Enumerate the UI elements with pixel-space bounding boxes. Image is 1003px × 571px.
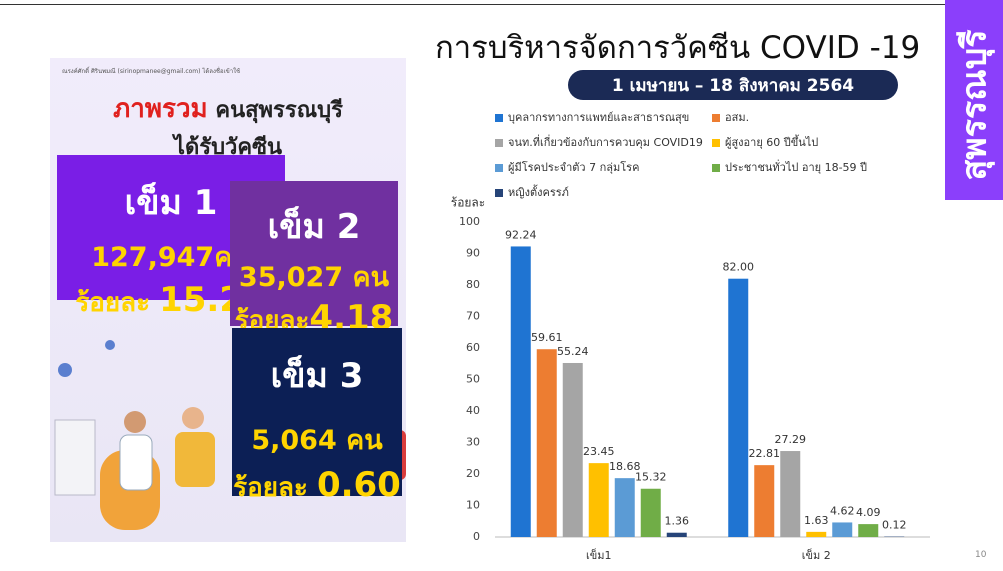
bar — [780, 451, 801, 537]
doctor-body — [119, 434, 153, 491]
legend-swatch — [712, 164, 720, 172]
x-tick-label: เข็ม 2 — [802, 548, 831, 562]
unit: คน — [352, 262, 390, 293]
bar — [728, 278, 749, 537]
person-head — [182, 407, 204, 429]
legend-label: หญิงตั้งครรภ์ — [508, 184, 569, 199]
count: 5,064 — [251, 425, 337, 456]
dose-label: เข็ม 2 — [267, 207, 361, 247]
value-label: 1.63 — [804, 514, 829, 527]
dose-3-box: เข็ม 3 5,064 คน ร้อยละ 0.60 — [232, 328, 402, 505]
page-number: 10 — [975, 550, 987, 560]
top-rule — [0, 4, 1003, 5]
legend-label: จนท.ที่เกี่ยวข้องกับการควบคุม COVID19 — [508, 134, 703, 149]
percent-label: ร้อยละ — [233, 473, 308, 503]
legend-swatch — [495, 164, 503, 172]
person-head — [124, 411, 146, 433]
bar — [510, 246, 531, 537]
virus-icon — [58, 363, 72, 377]
credit: ณรงค์ศักดิ์ ศิรินพมณี (sirinopmanee@gmai… — [62, 68, 241, 75]
legend-label: บุคลากรทางการแพทย์และสาธารณสุข — [508, 111, 689, 124]
y-axis-label: ร้อยละ — [451, 196, 485, 210]
value-label: 55.24 — [557, 345, 589, 358]
y-tick-label: 20 — [466, 467, 480, 480]
bar — [588, 463, 609, 537]
overview-title: คนสุพรรณบุรี — [215, 98, 343, 123]
cabinet — [54, 419, 96, 496]
y-tick-label: 40 — [466, 404, 480, 417]
dose-percent: ร้อยละ 0.60 — [232, 465, 402, 508]
virus-icon — [105, 340, 115, 350]
legend-swatch — [712, 139, 720, 147]
value-label: 1.36 — [665, 515, 690, 528]
value-label: 15.32 — [635, 471, 667, 484]
bar — [666, 532, 687, 537]
dose-label: เข็ม 3 — [270, 356, 364, 396]
legend-label: ผู้สูงอายุ 60 ปีขึ้นไป — [725, 134, 818, 149]
count: 127,947 — [91, 242, 215, 273]
y-tick-label: 0 — [473, 530, 480, 543]
dose-2-box: เข็ม 2 35,027 คน ร้อยละ4.18 — [230, 181, 398, 338]
overview-highlight: ภาพรวม — [113, 94, 208, 124]
bar — [536, 349, 557, 537]
y-tick-label: 10 — [466, 499, 480, 512]
percent: 0.60 — [316, 465, 401, 505]
side-band-wrap: สุพรรณบุรี — [948, 20, 1000, 190]
legend-label: อสม. — [725, 111, 749, 124]
y-tick-label: 100 — [459, 215, 480, 228]
legend-label: ประชาชนทั่วไป อายุ 18-59 ปี — [725, 159, 867, 174]
dose-count: 35,027 คน — [230, 255, 398, 298]
legend-label: ผู้มีโรคประจำตัว 7 กลุ่มโรค — [508, 160, 639, 174]
unit: คน — [346, 425, 383, 456]
bar — [806, 531, 827, 537]
value-label: 23.45 — [583, 445, 615, 458]
x-tick-label: เข็ม1 — [586, 548, 612, 562]
value-label: 92.24 — [505, 228, 537, 241]
bar — [858, 524, 879, 537]
bar — [754, 465, 775, 537]
value-label: 27.29 — [775, 433, 807, 446]
y-tick-label: 80 — [466, 278, 480, 291]
value-label: 18.68 — [609, 460, 641, 473]
legend-swatch — [495, 189, 503, 197]
dose-count: 5,064 คน — [232, 418, 402, 461]
y-tick-label: 60 — [466, 341, 480, 354]
side-band — [945, 0, 1003, 200]
value-label: 82.00 — [723, 261, 755, 274]
y-tick-label: 70 — [466, 310, 480, 323]
value-label: 4.09 — [856, 506, 881, 519]
legend-swatch — [495, 139, 503, 147]
date-pill: 1 เมษายน – 18 สิงหาคม 2564 — [568, 70, 898, 100]
y-tick-label: 50 — [466, 373, 480, 386]
patient-body — [175, 432, 215, 487]
bar — [832, 522, 853, 537]
bar — [562, 362, 583, 537]
province: สุพรรณบุรี — [955, 29, 996, 181]
date: 1 เมษายน – 18 สิงหาคม 2564 — [611, 75, 855, 96]
y-tick-label: 30 — [466, 436, 480, 449]
bar — [614, 478, 635, 537]
legend-swatch — [495, 114, 503, 122]
chart: ร้อยละ 0 10 20 30 40 50 60 70 80 90 100 บุคลากรทางก… — [451, 111, 930, 562]
bar — [640, 488, 661, 537]
percent-label: ร้อยละ — [75, 288, 151, 318]
count: 35,027 — [238, 262, 344, 293]
value-label: 59.61 — [531, 331, 563, 344]
value-label: 0.12 — [882, 519, 907, 532]
dose-label: เข็ม 1 — [124, 183, 218, 223]
value-label: 22.81 — [749, 447, 781, 460]
slide-title: การบริหารจัดการวัคซีน COVID -19 — [435, 30, 921, 66]
legend-swatch — [712, 114, 720, 122]
y-tick-label: 90 — [466, 247, 480, 260]
value-label: 4.62 — [830, 504, 855, 517]
